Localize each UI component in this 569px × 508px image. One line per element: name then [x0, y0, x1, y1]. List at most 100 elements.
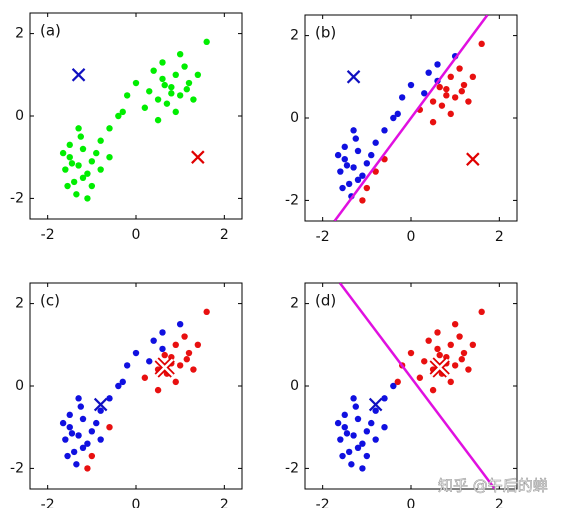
point [150, 337, 157, 344]
point [359, 197, 366, 204]
point [443, 85, 450, 93]
point [141, 104, 149, 111]
point [97, 407, 104, 414]
point [416, 374, 424, 381]
point [183, 356, 190, 363]
y-tick-label: 0 [15, 378, 24, 394]
point [339, 184, 346, 192]
point [79, 174, 87, 181]
point [159, 329, 166, 336]
point [394, 378, 401, 386]
point [62, 166, 69, 173]
point [465, 366, 472, 373]
point [469, 341, 477, 348]
point [363, 160, 371, 167]
point [434, 329, 441, 336]
point [434, 345, 441, 353]
centroid [466, 152, 480, 166]
point [394, 110, 401, 118]
point [438, 102, 446, 109]
x-tick-label: 2 [495, 229, 504, 245]
point [183, 86, 190, 93]
point [465, 98, 472, 105]
point [345, 448, 353, 456]
x-tick-label: -2 [41, 497, 55, 508]
y-tick-label: 2 [15, 26, 24, 42]
point [68, 430, 76, 437]
panel: -2 0 2 -2 0 2 (c) [10, 282, 243, 508]
point [75, 395, 82, 402]
point [59, 149, 67, 157]
plot-marks [59, 308, 210, 472]
point [106, 154, 113, 161]
point [443, 92, 450, 99]
x-tick-label: 2 [220, 497, 229, 508]
y-tick-label: 0 [290, 378, 299, 394]
point [73, 191, 80, 198]
plot-area [304, 282, 518, 490]
centroid [346, 70, 361, 84]
point [159, 345, 166, 353]
plot-marks [59, 38, 210, 202]
point [458, 356, 465, 363]
point [341, 424, 348, 431]
point [181, 333, 188, 340]
point [176, 321, 184, 328]
point [334, 419, 342, 427]
point [84, 195, 91, 202]
point [368, 419, 375, 427]
point [154, 386, 162, 394]
point [88, 428, 96, 435]
point [451, 321, 459, 328]
centroid [93, 397, 108, 412]
point [73, 461, 80, 468]
point [123, 362, 131, 369]
point [79, 444, 87, 451]
point [168, 90, 175, 97]
point [350, 395, 357, 402]
point [458, 88, 465, 95]
point [154, 116, 162, 124]
point [84, 465, 91, 472]
point [350, 127, 357, 134]
point [363, 184, 371, 192]
point [161, 81, 168, 89]
point [368, 151, 375, 159]
point [77, 403, 84, 410]
point [64, 182, 71, 190]
point [343, 162, 351, 169]
point [460, 81, 468, 89]
point [93, 419, 100, 427]
watermark: 知乎 @午后的蝉 [438, 477, 548, 495]
point [115, 382, 122, 390]
point [341, 156, 348, 163]
point [62, 436, 69, 443]
point [88, 452, 96, 460]
point [66, 154, 73, 161]
point [106, 125, 113, 132]
point [190, 96, 197, 103]
centroid [191, 150, 205, 164]
point [447, 341, 454, 348]
point [146, 358, 153, 365]
point [372, 139, 379, 146]
point [181, 63, 188, 70]
point [79, 145, 87, 153]
point [421, 358, 428, 365]
point [381, 395, 388, 402]
y-tick-label: -2 [285, 460, 299, 476]
plot-area [29, 282, 243, 490]
point [421, 90, 428, 97]
point [348, 461, 355, 468]
point [77, 133, 84, 140]
point [123, 92, 131, 99]
point [354, 176, 362, 183]
centroid [430, 358, 449, 377]
point [359, 172, 366, 179]
point [447, 73, 454, 81]
centroid [155, 358, 174, 377]
y-tick-label: -2 [10, 190, 24, 206]
point [354, 415, 362, 423]
x-tick-label: 2 [220, 227, 229, 243]
x-tick-label: -2 [41, 227, 55, 243]
